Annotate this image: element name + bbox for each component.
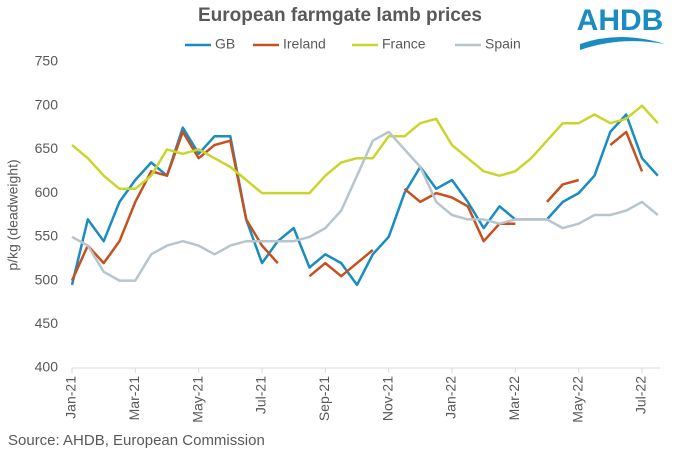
x-tick-label: May-22 (569, 376, 585, 423)
x-tick-label: May-21 (189, 376, 205, 423)
x-tick-label: Jul-21 (253, 376, 269, 414)
series-line (70, 130, 644, 282)
x-tick-label: Mar-22 (506, 376, 522, 421)
x-tick-label: Mar-21 (126, 376, 142, 421)
legend-label: France (382, 36, 426, 52)
y-tick-label: 450 (35, 315, 59, 331)
y-tick-label: 500 (35, 271, 59, 287)
series-line (71, 130, 659, 282)
logo-swoosh (580, 37, 665, 50)
legend-label: Ireland (283, 36, 326, 52)
y-tick-label: 600 (35, 184, 59, 200)
x-tick-label: Nov-21 (379, 376, 395, 421)
logo: AHDB (577, 4, 664, 37)
series-line (71, 104, 659, 195)
x-tick-label: Jan-21 (63, 376, 79, 419)
series-line (70, 113, 659, 287)
x-tick-label: Jul-22 (633, 376, 649, 414)
y-tick-label: 650 (35, 140, 59, 156)
y-tick-label: 400 (35, 359, 59, 375)
y-axis-label: p/kg (deadweight) (5, 159, 21, 270)
chart-title: European farmgate lamb prices (198, 5, 482, 26)
source: Source: AHDB, European Commission (8, 432, 265, 449)
legend-label: Spain (485, 36, 521, 52)
x-tick-label: Jan-22 (443, 376, 459, 419)
legend-label: GB (215, 36, 235, 52)
y-tick-label: 550 (35, 228, 59, 244)
y-tick-label: 750 (35, 53, 59, 69)
x-tick-label: Sep-21 (316, 376, 332, 421)
y-tick-label: 700 (35, 96, 59, 112)
